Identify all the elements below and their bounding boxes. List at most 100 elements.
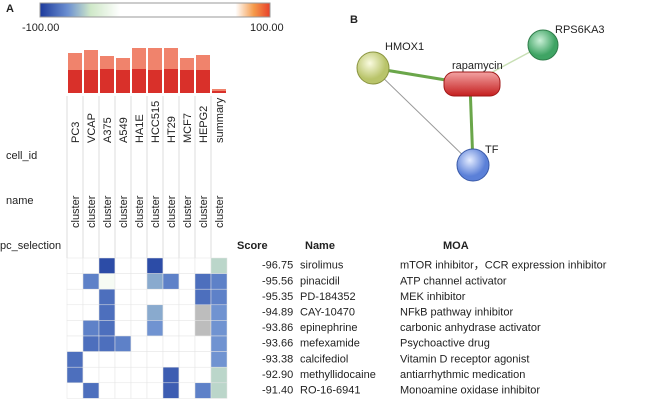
heatmap-cell [178,304,196,321]
moa: mTOR inhibitor，CCR expression inhibitor [400,260,607,272]
heatmap-cell [114,351,132,368]
heatmap-cell [194,366,212,384]
heatmap-cell [66,366,84,384]
heatmap-cell [178,273,196,290]
heatmap-cell [178,382,196,399]
score: -95.56 [262,275,293,287]
heatmap-cell [130,257,148,274]
bar-light [116,58,130,70]
heatmap-cell [194,288,212,306]
moa: Psychoactive drug [400,338,490,350]
heatmap-cell [98,335,116,352]
heatmap-cell [114,304,132,321]
column-name: cluster [70,195,82,228]
score: -95.35 [262,291,293,303]
drug-name: calcifediol [300,353,348,365]
node [443,71,501,97]
heatmap-cell [178,288,196,306]
heatmap-cell [82,351,100,368]
heatmap-cell [82,366,100,384]
column-name: cluster [198,195,210,228]
heatmap-cell [82,382,100,399]
node-label: rapamycin [452,60,503,72]
moa: antiarrhythmic medication [400,369,525,381]
heatmap-cell [162,273,180,290]
heatmap-cell [162,335,180,352]
drug-name: PD-184352 [300,291,356,303]
heatmap-cell [178,366,196,384]
heatmap-cell [178,351,196,368]
heatmap-cell [98,351,116,368]
heatmap-cell [130,304,148,321]
bar-light [132,48,146,69]
heatmap-cell [66,320,84,337]
moa: Monoamine oxidase inhibitor [400,385,540,397]
bar-dark [212,91,226,93]
heatmap-cell [82,304,100,321]
heatmap-cell [66,335,84,352]
heatmap-cell [210,351,228,368]
panel-label: A [6,3,14,15]
heatmap-cell [66,382,84,399]
bar-light [68,53,82,70]
heatmap-cell [210,257,228,274]
score: -93.66 [262,338,293,350]
edge [372,67,474,166]
heatmap-cell [210,273,228,290]
heatmap-cell [194,320,212,337]
column-label: PC3 [70,122,82,143]
node-label: RPS6KA3 [555,24,605,36]
heatmap-cell [130,382,148,399]
column-name: cluster [134,195,146,228]
heatmap-cell [82,288,100,306]
heatmap-cell [146,382,164,399]
heatmap-cell [162,366,180,384]
drug-name: methyllidocaine [300,369,376,381]
column-label: HEPG2 [198,106,210,143]
bar-light [84,50,98,70]
drug-name: epinephrine [300,322,358,334]
bar-dark [148,70,162,93]
heatmap-cell [114,273,132,290]
column-label: summary [214,97,226,143]
heatmap-cell [82,335,100,352]
bar-dark [196,70,210,93]
panel-label: B [350,14,358,26]
column-name: cluster [102,195,114,228]
moa: Vitamin D receptor agonist [400,353,529,365]
table-header: MOA [443,240,469,252]
heatmap-cell [178,257,196,274]
heatmap-cell [178,335,196,352]
row-header: name [6,195,34,207]
bar-dark [164,69,178,93]
column-label: MCF7 [182,113,194,143]
bar-light [212,89,226,91]
heatmap-cell [146,335,164,352]
node [456,148,490,182]
drug-name: RO-16-6941 [300,385,361,397]
heatmap-cell [210,382,228,399]
bar-light [164,48,178,69]
heatmap-cell [98,304,116,321]
drug-name: pinacidil [300,275,340,287]
heatmap-cell [146,320,164,337]
column-name: cluster [166,195,178,228]
column-label: HCC515 [150,101,162,143]
colorbar [39,2,271,18]
heatmap-cell [66,351,84,368]
column-label: HT29 [166,116,178,143]
heatmap-cell [98,382,116,399]
heatmap-cell [82,273,100,290]
drug-name: sirolimus [300,260,344,272]
score: -91.40 [262,385,293,397]
heatmap-cell [162,304,180,321]
heatmap-cell [130,366,148,384]
heatmap-cell [146,273,164,290]
colorbar-max: 100.00 [250,22,284,34]
score: -93.86 [262,322,293,334]
column-name: cluster [182,195,194,228]
heatmap-cell [130,351,148,368]
column-label: VCAP [86,113,98,143]
heatmap-cell [98,257,116,274]
